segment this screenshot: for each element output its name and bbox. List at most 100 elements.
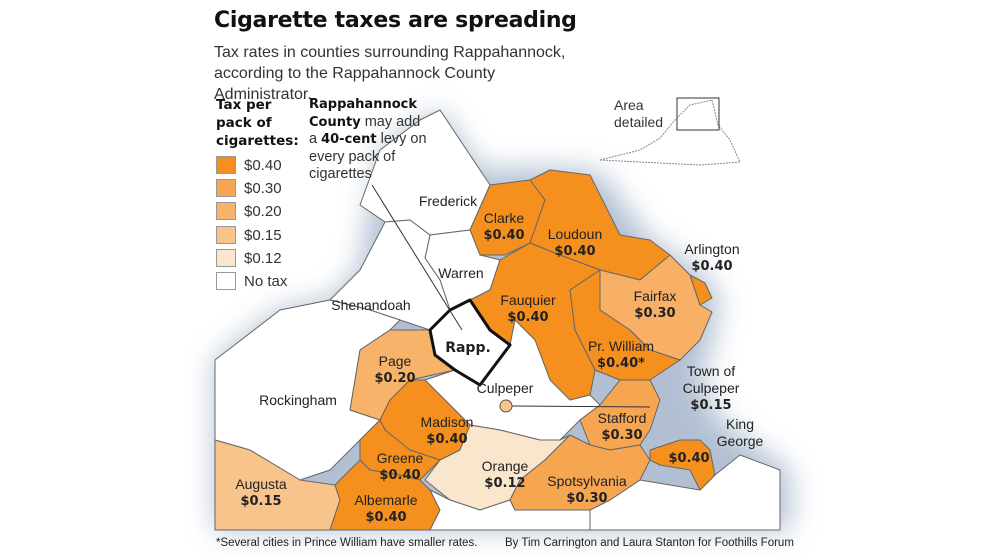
label-orange: Orange $0.12 — [482, 458, 529, 492]
legend-item: $0.15 — [216, 226, 282, 244]
county-name: Albemarle — [354, 492, 418, 508]
label-stafford: Stafford $0.30 — [598, 410, 647, 444]
county-rate: $0.40 — [426, 432, 468, 447]
credit: By Tim Carrington and Laura Stanton for … — [505, 537, 794, 549]
legend-item: No tax — [216, 272, 287, 290]
legend-swatch — [216, 226, 236, 244]
label-warren: Warren — [438, 265, 483, 282]
label-loudoun: Loudoun $0.40 — [548, 226, 603, 260]
chart-title: Cigarette taxes are spreading — [214, 8, 577, 33]
legend-title: Tax per pack of cigarettes: — [216, 96, 299, 150]
legend-item: $0.12 — [216, 249, 282, 267]
legend-swatch — [216, 179, 236, 197]
inset-detail-box — [676, 97, 720, 131]
note-bold: Rappahannock County — [309, 97, 417, 130]
label-rockingham: Rockingham — [259, 392, 337, 409]
label-king-george-rate: $0.40 — [668, 450, 709, 467]
legend-item: $0.40 — [216, 156, 282, 174]
county-rate: $0.40 — [483, 228, 525, 243]
label-town-of-culpeper: Town of Culpeper $0.15 — [683, 363, 740, 414]
label-page: Page $0.20 — [374, 353, 415, 387]
note-bold: 40-cent — [321, 132, 377, 147]
county-name: Page — [378, 353, 412, 369]
county-name: King — [725, 416, 755, 432]
legend-title-line: pack of — [216, 115, 272, 131]
county-rate: $0.40 — [379, 468, 421, 483]
inset-label: Area detailed — [614, 97, 664, 130]
county-name: Loudoun — [547, 226, 603, 242]
county-name: Fauquier — [500, 292, 556, 308]
county-rate: $0.15 — [690, 398, 732, 413]
county-name: Shenandoah — [331, 297, 411, 313]
county-stafford — [579, 379, 661, 451]
legend-label: $0.12 — [244, 249, 282, 267]
county-rate: $0.30 — [634, 306, 676, 321]
county-rate: $0.12 — [484, 476, 526, 491]
legend-title-line: cigarettes: — [216, 133, 299, 149]
label-arlington: Arlington $0.40 — [684, 241, 739, 275]
county-rate: $0.20 — [374, 371, 416, 386]
label-rappahannock: Rapp. — [445, 340, 491, 357]
inset-virginia-map — [599, 97, 741, 166]
county-name: Arlington — [684, 241, 740, 257]
legend-label: No tax — [244, 272, 288, 290]
legend-label: $0.15 — [244, 226, 282, 244]
county-name: Rapp. — [445, 340, 491, 356]
county-rappahannock — [428, 298, 512, 387]
label-frederick: Frederick — [419, 193, 477, 210]
legend-item: $0.30 — [216, 179, 282, 197]
rappahannock-note: Rappahannock County may add a 40-cent le… — [309, 96, 429, 184]
county-name: Madison — [420, 414, 474, 430]
footnote: *Several cities in Prince William have s… — [216, 537, 478, 549]
county-name: Greene — [376, 450, 424, 466]
county-name: Orange — [481, 458, 529, 474]
legend-label: $0.30 — [244, 179, 282, 197]
label-fauquier: Fauquier $0.40 — [500, 292, 555, 326]
annotation-leader-line — [371, 184, 463, 331]
county-king-george — [649, 439, 716, 491]
county-rate: $0.30 — [601, 428, 643, 443]
legend-label: $0.40 — [244, 156, 282, 174]
county-spotsylvania — [509, 434, 651, 511]
legend-label: $0.20 — [244, 202, 282, 220]
county-name: Stafford — [597, 410, 647, 426]
county-name: Clarke — [483, 210, 525, 226]
label-prince-william: Pr. William $0.40* — [588, 338, 654, 372]
label-king-george: King George — [717, 416, 764, 450]
legend-swatch — [216, 249, 236, 267]
label-shenandoah: Shenandoah — [331, 297, 410, 314]
label-clarke: Clarke $0.40 — [483, 210, 524, 244]
chart-subtitle: Tax rates in counties surrounding Rappah… — [214, 44, 566, 103]
county-name: Culpeper — [682, 380, 740, 396]
label-madison: Madison $0.40 — [421, 414, 474, 448]
legend-swatch — [216, 156, 236, 174]
legend-swatch — [216, 202, 236, 220]
county-name: Rockingham — [259, 392, 337, 408]
county-rate: $0.40 — [365, 510, 407, 525]
county-name: George — [716, 433, 764, 449]
county-rate: $0.15 — [240, 494, 282, 509]
note-text: levy on every pack of cigarettes — [309, 131, 427, 182]
county-rate: $0.40 — [668, 451, 710, 466]
county-rate: $0.40 — [691, 259, 733, 274]
county-rate: $0.40 — [554, 244, 596, 259]
label-culpeper: Culpeper — [477, 380, 534, 397]
county-name: Augusta — [235, 476, 287, 492]
legend-swatch — [216, 272, 236, 290]
county-rate: $0.40* — [597, 356, 645, 371]
legend-title-line: Tax per — [216, 97, 272, 113]
legend-item: $0.20 — [216, 202, 282, 220]
county-name: Warren — [438, 265, 484, 281]
label-albemarle: Albemarle $0.40 — [354, 492, 417, 526]
label-greene: Greene $0.40 — [377, 450, 424, 484]
county-name: Fairfax — [633, 288, 677, 304]
county-rate: $0.30 — [566, 491, 608, 506]
county-rate: $0.40 — [507, 310, 549, 325]
county-name: Culpeper — [476, 380, 534, 396]
county-arlington — [689, 274, 713, 306]
town-culpeper-marker — [499, 399, 513, 413]
note-text: may add a — [309, 113, 421, 148]
county-name: Town of — [686, 363, 736, 379]
inset-virginia-shape — [599, 99, 741, 166]
